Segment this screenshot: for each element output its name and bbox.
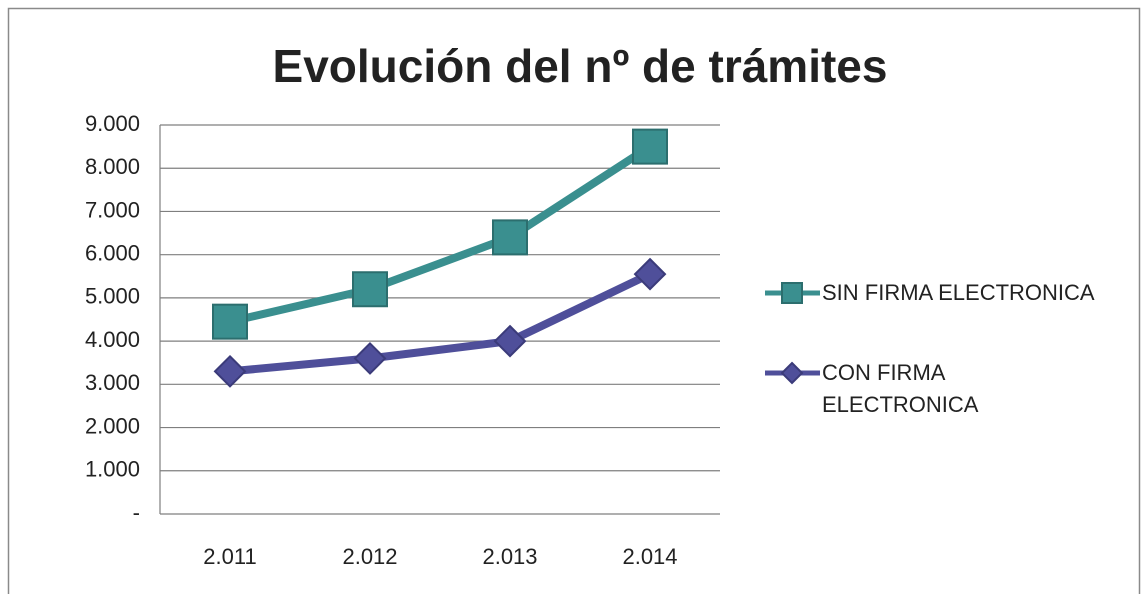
chart-title: Evolución del nº de trámites bbox=[273, 40, 888, 92]
legend-marker bbox=[781, 282, 803, 304]
legend-item: SIN FIRMA ELECTRONICA bbox=[822, 280, 1095, 305]
y-tick-label: - bbox=[133, 500, 140, 525]
y-tick-label: 8.000 bbox=[85, 154, 140, 179]
y-tick-label: 2.000 bbox=[85, 413, 140, 438]
marker bbox=[632, 128, 668, 165]
series-line bbox=[229, 270, 652, 376]
y-tick-label: 6.000 bbox=[85, 240, 140, 265]
legend-marker bbox=[780, 361, 804, 385]
marker bbox=[212, 303, 248, 340]
y-tick-label: 4.000 bbox=[85, 327, 140, 352]
legend-item: CON FIRMA ELECTRONICA bbox=[822, 360, 979, 417]
y-tick-label: 7.000 bbox=[85, 197, 140, 222]
y-tick-label: 9.000 bbox=[85, 111, 140, 136]
marker bbox=[633, 257, 667, 291]
chart-frame bbox=[7, 7, 1141, 594]
marker bbox=[493, 324, 527, 358]
x-tick-label: 2.013 bbox=[482, 544, 537, 569]
y-tick-label: 1.000 bbox=[85, 457, 140, 482]
marker bbox=[353, 341, 387, 375]
x-tick-label: 2.011 bbox=[203, 544, 256, 569]
series-line bbox=[229, 143, 653, 326]
y-tick-label: 3.000 bbox=[85, 370, 140, 395]
x-tick-label: 2.012 bbox=[342, 544, 397, 569]
legend-label: CON FIRMA ELECTRONICA bbox=[822, 360, 979, 417]
legend-label: SIN FIRMA ELECTRONICA bbox=[822, 280, 1095, 305]
marker bbox=[492, 219, 528, 256]
y-tick-label: 5.000 bbox=[85, 284, 140, 309]
x-tick-label: 2.014 bbox=[622, 544, 677, 569]
marker bbox=[213, 354, 247, 388]
marker bbox=[352, 271, 388, 308]
